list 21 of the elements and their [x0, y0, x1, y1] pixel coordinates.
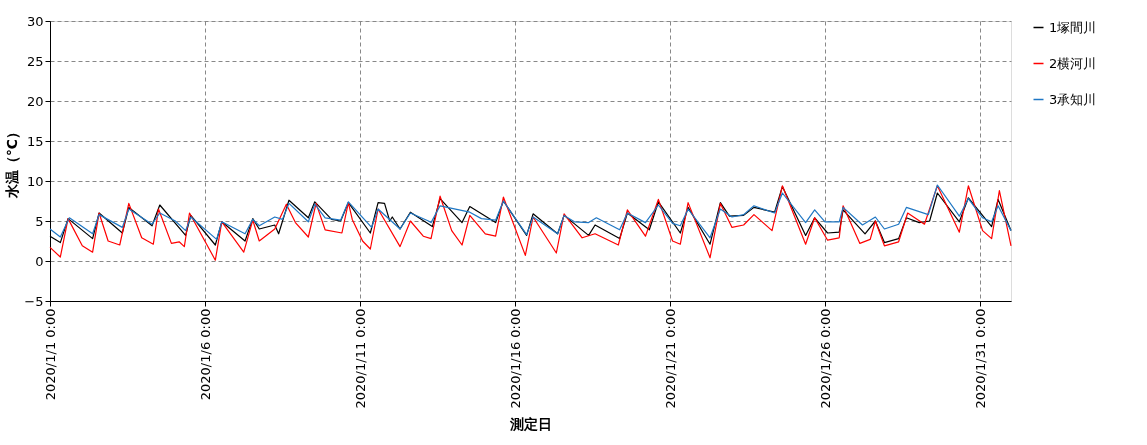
x-tick-label: 2020/1/26 0:00	[817, 308, 833, 409]
x-tick-label: 2020/1/11 0:00	[352, 308, 368, 409]
x-axis-title: 測定日	[509, 416, 552, 433]
y-tick-label: 5	[35, 213, 44, 229]
y-tick-label: 25	[26, 53, 44, 69]
x-tick-label: 2020/1/1 0:00	[42, 308, 58, 401]
y-tick-label: 30	[26, 13, 44, 29]
x-tick-label: 2020/1/21 0:00	[662, 308, 678, 409]
x-tick-label: 2020/1/16 0:00	[507, 308, 523, 409]
y-tick-label: 0	[35, 253, 44, 269]
y-tick-label: 20	[26, 93, 44, 109]
legend-label: 2横河川	[1049, 55, 1097, 71]
legend-label: 1塚間川	[1049, 19, 1097, 35]
x-tick-label: 2020/1/31 0:00	[972, 308, 988, 409]
y-tick-label: −5	[24, 293, 44, 309]
line-series	[49, 185, 1012, 261]
legend-label: 3承知川	[1049, 91, 1097, 107]
x-tick-label: 2020/1/6 0:00	[197, 308, 213, 401]
y-axis-title: 水温（℃）	[4, 125, 21, 199]
y-tick-label: 15	[26, 133, 44, 149]
y-tick-label: 10	[26, 173, 44, 189]
